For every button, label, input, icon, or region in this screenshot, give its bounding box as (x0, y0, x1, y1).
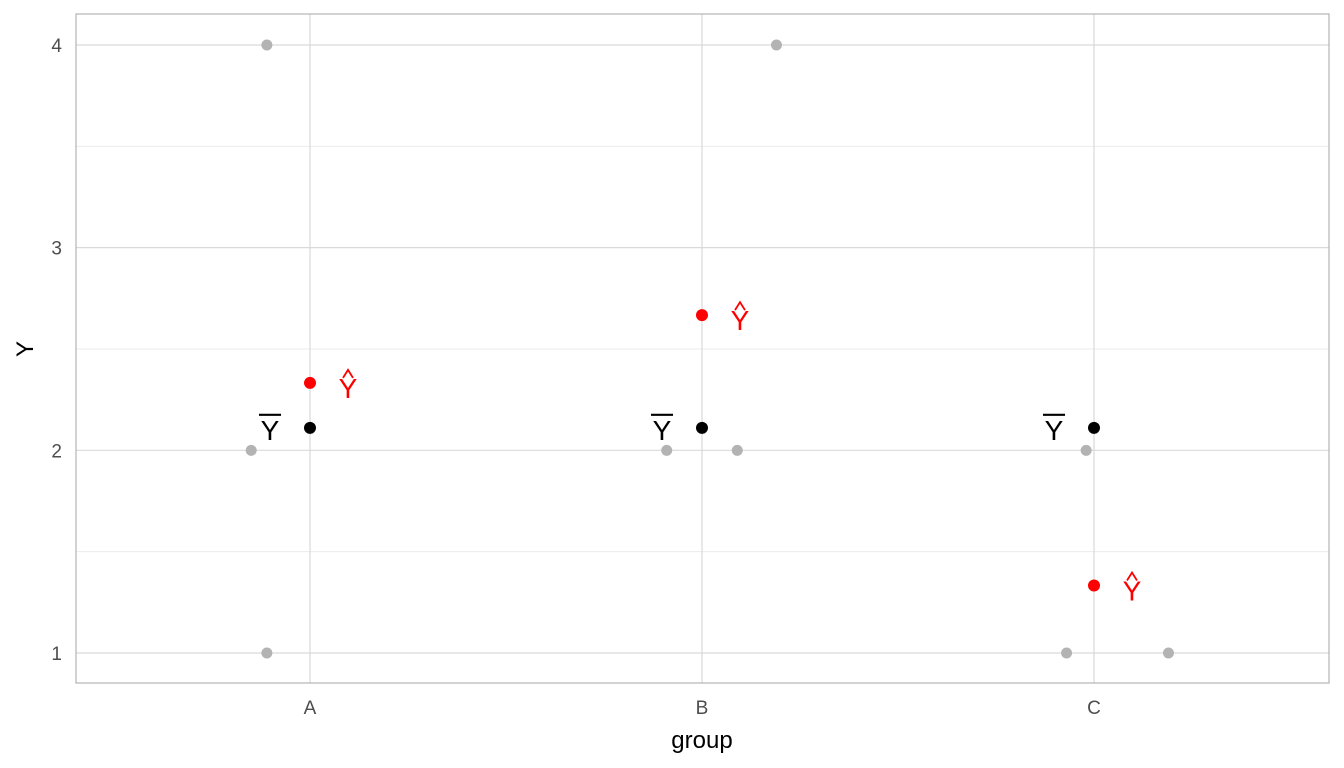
y-tick-label: 4 (51, 36, 62, 57)
observation-point (1162, 647, 1174, 659)
group-mean-hat (342, 368, 354, 379)
observation-point (1061, 647, 1073, 659)
y-tick-label: 3 (51, 239, 62, 260)
grand-mean-point (304, 421, 316, 434)
y-axis-title: Y (12, 341, 39, 357)
observation-points (245, 39, 1174, 659)
observation-point (731, 444, 743, 456)
observation-point (261, 39, 273, 51)
x-tick-label: C (1087, 698, 1101, 719)
observation-point (661, 444, 673, 456)
panel-border (75, 13, 1330, 684)
group-mean-point (304, 376, 316, 389)
group-mean-hat (734, 300, 746, 311)
group-mean-label: Y (1123, 576, 1142, 607)
grand-mean-point (1088, 421, 1100, 434)
observation-point (770, 39, 782, 51)
grand-mean-label: Y (653, 415, 672, 446)
y-tick-label: 2 (51, 441, 62, 462)
grand-mean-label: Y (261, 415, 280, 446)
group-mean-point (696, 309, 708, 322)
mean-markers: Y Y Y Y Y Y (259, 300, 1142, 607)
group-mean-hat (1126, 570, 1138, 581)
grand-mean-label: Y (1045, 415, 1064, 446)
y-tick-label: 1 (51, 644, 62, 665)
observation-point (245, 444, 257, 456)
group-mean-label: Y (339, 373, 358, 404)
x-axis-title: group (671, 727, 732, 754)
axis-tick-labels: 1 2 3 4 A B C (51, 36, 1100, 719)
group-mean-point (1088, 579, 1100, 592)
grand-mean-point (696, 421, 708, 434)
group-mean-label: Y (731, 305, 750, 336)
x-tick-label: B (696, 698, 709, 719)
major-gridlines (76, 14, 1329, 683)
observation-point (1080, 444, 1092, 456)
x-tick-label: A (304, 698, 317, 719)
observation-point (261, 647, 273, 659)
